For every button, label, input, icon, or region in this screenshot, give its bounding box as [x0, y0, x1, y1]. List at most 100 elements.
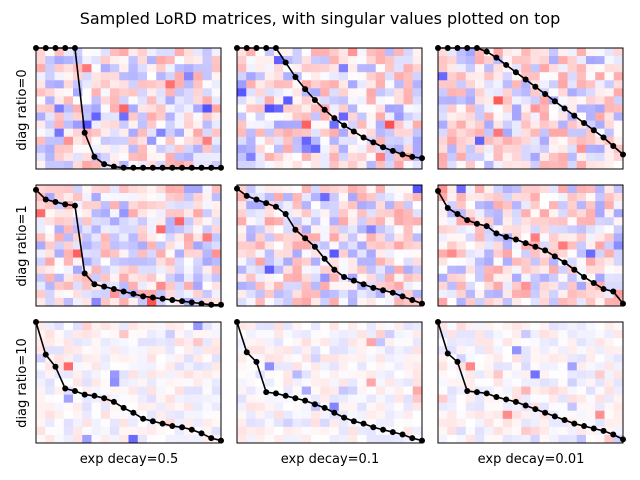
heatmap-cell: [357, 434, 367, 444]
heatmap-cell: [484, 233, 494, 242]
heatmap-cell: [512, 297, 522, 307]
heatmap-cell: [484, 410, 494, 420]
heatmap-cell: [456, 209, 467, 218]
heatmap-cell: [348, 96, 358, 105]
heatmap-cell: [100, 185, 111, 194]
heatmap-cell: [54, 185, 65, 194]
singular-value-point-15: [179, 298, 186, 305]
heatmap-cell: [255, 249, 266, 258]
heatmap-cell: [604, 241, 615, 250]
heatmap-cell: [521, 72, 531, 81]
singular-value-point-8: [110, 398, 117, 405]
heatmap-cell: [292, 378, 303, 387]
heatmap-cell: [237, 362, 247, 371]
heatmap-cell: [567, 241, 578, 250]
heatmap-cell: [549, 112, 559, 121]
heatmap-cell: [586, 265, 596, 275]
heatmap-cell: [128, 362, 139, 371]
heatmap-cell: [246, 257, 256, 266]
heatmap-cell: [54, 322, 65, 331]
heatmap-cell: [375, 193, 386, 202]
heatmap-cell: [549, 338, 559, 347]
heatmap-cell: [604, 193, 615, 202]
heatmap-cell: [91, 88, 102, 97]
heatmap-cell: [82, 160, 92, 170]
heatmap-cell: [147, 96, 157, 105]
heatmap-cell: [292, 56, 303, 65]
heatmap-cell: [137, 346, 148, 355]
heatmap-cell: [484, 281, 494, 291]
heatmap-cell: [338, 225, 349, 234]
heatmap-cell: [502, 201, 513, 210]
heatmap-cell: [465, 378, 476, 387]
heatmap-cell: [63, 330, 74, 339]
heatmap-cell: [484, 370, 494, 379]
singular-value-point-11: [341, 273, 348, 280]
heatmap-cell: [54, 346, 65, 355]
heatmap-cell: [246, 160, 256, 170]
heatmap-cell: [412, 209, 423, 218]
heatmap-cell: [493, 362, 504, 371]
heatmap-cell: [128, 88, 139, 97]
heatmap-cell: [54, 104, 65, 113]
singular-value-point-16: [389, 147, 396, 154]
heatmap-cell: [549, 370, 559, 379]
heatmap-cell: [549, 394, 559, 403]
heatmap-cell: [264, 362, 275, 371]
heatmap-cell: [456, 144, 467, 154]
heatmap-cell: [567, 225, 578, 234]
heatmap-cell: [357, 96, 367, 105]
heatmap-cell: [375, 160, 386, 170]
heatmap-cell: [403, 362, 414, 371]
heatmap-cell: [403, 434, 414, 444]
subplot-r1-c2: [435, 184, 626, 307]
heatmap-cell: [329, 257, 340, 266]
heatmap-cell: [475, 346, 485, 355]
heatmap-cell: [54, 394, 65, 403]
heatmap-cell: [283, 402, 293, 412]
heatmap-cell: [264, 281, 275, 291]
heatmap-cell: [311, 297, 321, 307]
heatmap-cell: [329, 330, 340, 339]
heatmap-cell: [137, 64, 148, 73]
heatmap-cell: [338, 64, 349, 73]
heatmap-cell: [128, 265, 139, 275]
heatmap-cell: [165, 64, 176, 73]
heatmap-cell: [137, 338, 148, 347]
heatmap-cell: [73, 185, 83, 194]
heatmap-cell: [184, 120, 194, 129]
singular-value-point-12: [350, 277, 357, 284]
heatmap-cell: [604, 410, 615, 420]
heatmap-cell: [521, 120, 531, 129]
heatmap-cell: [595, 217, 605, 226]
heatmap-cell: [211, 249, 222, 258]
heatmap-cell: [539, 297, 550, 307]
heatmap-cell: [45, 48, 55, 57]
heatmap-cell: [394, 338, 404, 347]
heatmap-cell: [576, 96, 587, 105]
heatmap-cell: [484, 56, 494, 65]
heatmap-cell: [184, 289, 194, 299]
heatmap-cell: [174, 136, 185, 146]
heatmap-cell: [193, 217, 203, 226]
heatmap-cell: [36, 402, 46, 412]
heatmap-cell: [193, 128, 203, 138]
heatmap-cell: [63, 80, 74, 89]
heatmap-cell: [156, 201, 166, 210]
heatmap-cell: [348, 80, 358, 89]
singular-value-point-4: [71, 387, 78, 394]
heatmap-cell: [54, 233, 65, 242]
heatmap-cell: [193, 185, 203, 194]
heatmap-cell: [184, 72, 194, 81]
heatmap-cell: [264, 370, 275, 379]
heatmap-cell: [447, 120, 457, 129]
heatmap-cell: [403, 80, 414, 89]
heatmap-cell: [184, 209, 194, 218]
heatmap-cell: [484, 201, 494, 210]
heatmap-cell: [394, 209, 404, 218]
heatmap-cell: [512, 386, 522, 395]
heatmap-cell: [156, 104, 166, 113]
heatmap-cell: [165, 418, 176, 428]
heatmap-cell: [110, 297, 120, 307]
heatmap-cell: [512, 346, 522, 355]
